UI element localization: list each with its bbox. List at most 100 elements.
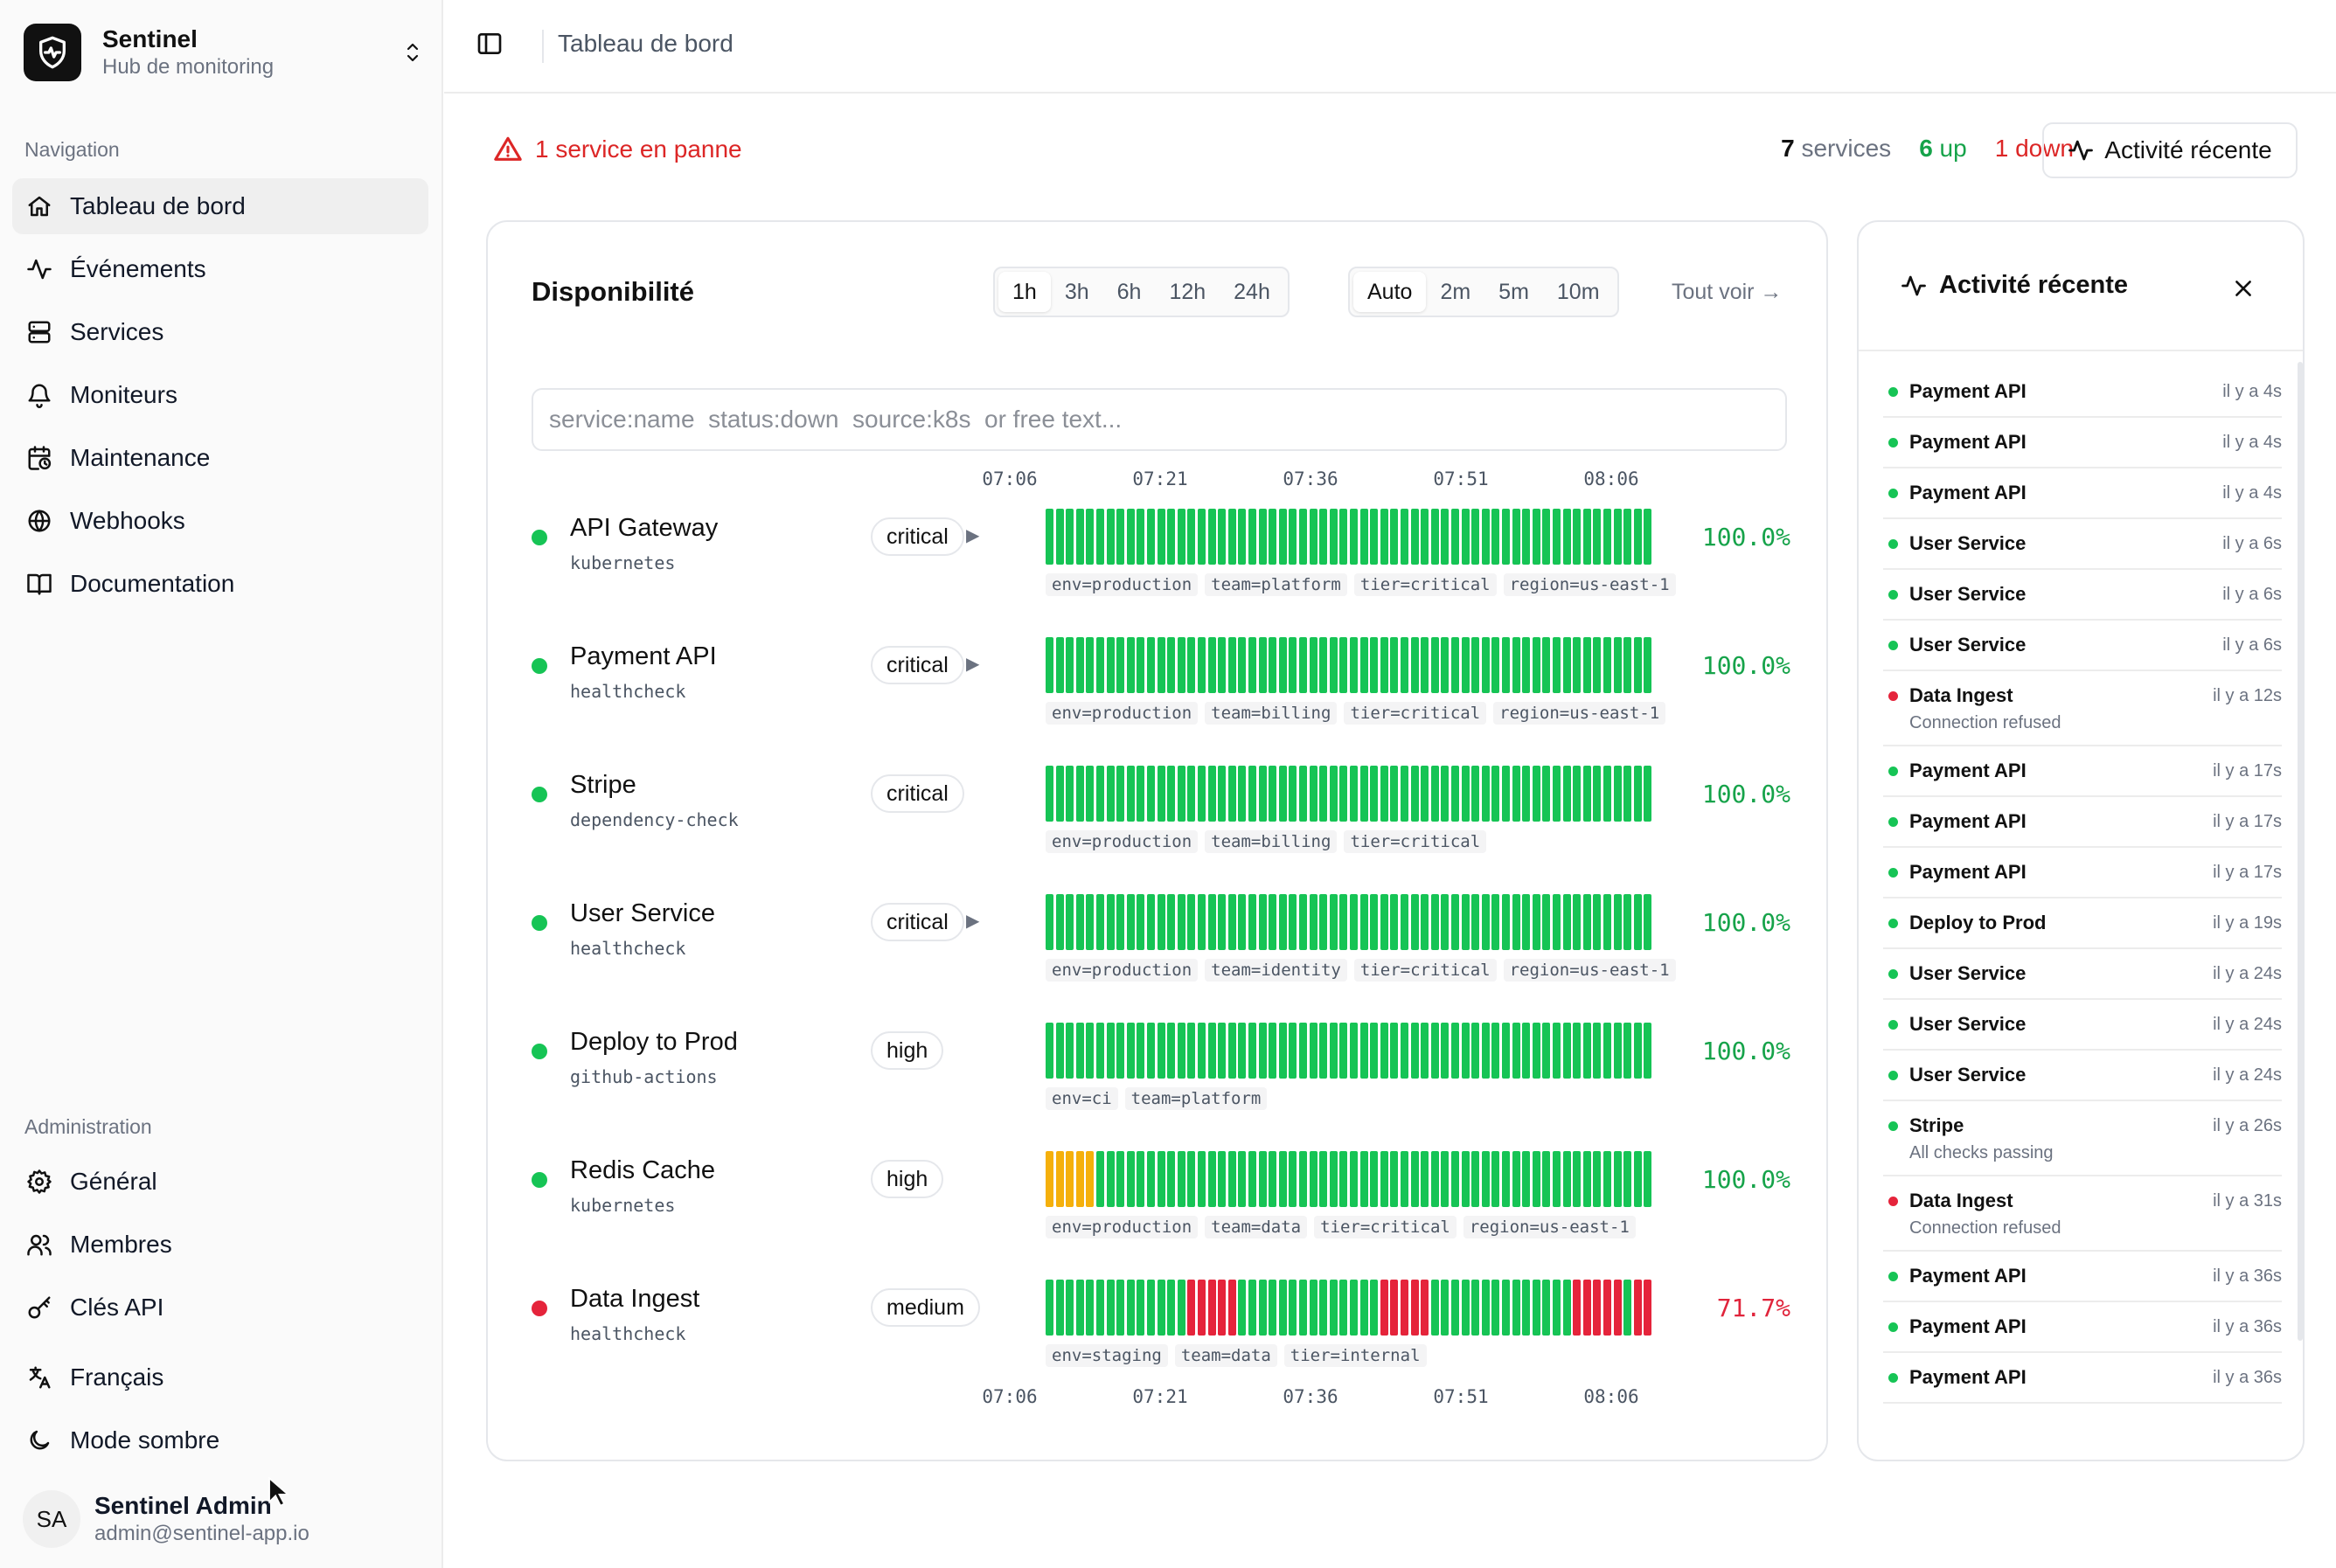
service-row[interactable]: Data Ingest healthcheck medium 71.7% env=sta…	[532, 1280, 1790, 1402]
uptime-bar[interactable]	[1269, 637, 1277, 693]
uptime-bar[interactable]	[1532, 509, 1540, 565]
uptime-bar[interactable]	[1350, 1151, 1358, 1207]
uptime-bar[interactable]	[1248, 1023, 1256, 1079]
uptime-bar[interactable]	[1603, 637, 1611, 693]
uptime-bar[interactable]	[1269, 1280, 1277, 1336]
uptime-bar[interactable]	[1106, 1151, 1115, 1207]
uptime-bar[interactable]	[1278, 766, 1287, 822]
uptime-bar[interactable]	[1289, 894, 1297, 950]
uptime-bar[interactable]	[1582, 509, 1591, 565]
uptime-bar[interactable]	[1421, 1280, 1429, 1336]
uptime-bar[interactable]	[1278, 894, 1287, 950]
uptime-bar[interactable]	[1522, 509, 1531, 565]
uptime-bar[interactable]	[1055, 637, 1064, 693]
uptime-bar[interactable]	[1269, 894, 1277, 950]
activity-item[interactable]: Payment API il y a 36s	[1883, 1302, 2282, 1353]
uptime-bar[interactable]	[1167, 1023, 1176, 1079]
uptime-bar[interactable]	[1248, 766, 1256, 822]
uptime-bar[interactable]	[1421, 637, 1429, 693]
uptime-bar[interactable]	[1096, 766, 1104, 822]
uptime-bar[interactable]	[1532, 1280, 1540, 1336]
uptime-bar[interactable]	[1299, 766, 1307, 822]
uptime-bar[interactable]	[1116, 1280, 1125, 1336]
sidebar-item-documentation[interactable]: Documentation	[12, 556, 428, 612]
uptime-bar[interactable]	[1644, 1151, 1652, 1207]
uptime-bar[interactable]	[1421, 1023, 1429, 1079]
uptime-bar[interactable]	[1086, 637, 1095, 693]
uptime-bar[interactable]	[1471, 1280, 1480, 1336]
uptime-bar[interactable]	[1401, 509, 1408, 565]
uptime-bar[interactable]	[1441, 1023, 1450, 1079]
activity-item[interactable]: Payment API il y a 4s	[1883, 367, 2282, 418]
service-row[interactable]: Payment API healthcheck critical ▶ 100.0% env…	[532, 637, 1790, 760]
uptime-bar[interactable]	[1461, 1151, 1470, 1207]
uptime-bar[interactable]	[1421, 894, 1429, 950]
uptime-bar[interactable]	[1319, 894, 1328, 950]
uptime-bar[interactable]	[1532, 637, 1540, 693]
uptime-bar[interactable]	[1593, 1151, 1602, 1207]
uptime-bar[interactable]	[1623, 1023, 1632, 1079]
uptime-bar[interactable]	[1623, 637, 1632, 693]
uptime-bar[interactable]	[1532, 1151, 1540, 1207]
uptime-bar[interactable]	[1339, 1023, 1348, 1079]
uptime-bar[interactable]	[1491, 766, 1500, 822]
uptime-bar[interactable]	[1126, 1151, 1135, 1207]
uptime-bar[interactable]	[1410, 509, 1419, 565]
activity-item[interactable]: Data Ingest il y a 12s Connection refused	[1883, 671, 2282, 746]
activity-item[interactable]: Deploy to Prod il y a 19s	[1883, 898, 2282, 949]
uptime-bar[interactable]	[1603, 894, 1611, 950]
uptime-bar[interactable]	[1582, 1280, 1591, 1336]
uptime-bar[interactable]	[1553, 894, 1561, 950]
uptime-bar[interactable]	[1512, 766, 1520, 822]
uptime-bar[interactable]	[1481, 894, 1490, 950]
expand-triangle-icon[interactable]: ▶	[966, 655, 980, 674]
uptime-bar[interactable]	[1359, 894, 1368, 950]
uptime-bar[interactable]	[1086, 894, 1095, 950]
uptime-bar[interactable]	[1502, 509, 1510, 565]
uptime-bar[interactable]	[1096, 1151, 1104, 1207]
refresh-2m[interactable]: 2m	[1440, 279, 1471, 304]
uptime-bar[interactable]	[1421, 766, 1429, 822]
uptime-bar[interactable]	[1562, 637, 1571, 693]
uptime-bar[interactable]	[1055, 1023, 1064, 1079]
uptime-bar[interactable]	[1491, 509, 1500, 565]
uptime-bar[interactable]	[1218, 1151, 1227, 1207]
uptime-bar[interactable]	[1198, 637, 1206, 693]
uptime-bar[interactable]	[1227, 1280, 1236, 1336]
uptime-bar[interactable]	[1096, 894, 1104, 950]
uptime-bar[interactable]	[1502, 766, 1510, 822]
uptime-bar[interactable]	[1542, 637, 1551, 693]
uptime-bar[interactable]	[1258, 894, 1267, 950]
uptime-bar[interactable]	[1137, 1280, 1145, 1336]
uptime-bar[interactable]	[1441, 509, 1450, 565]
uptime-bar[interactable]	[1299, 1280, 1307, 1336]
uptime-bar[interactable]	[1562, 1280, 1571, 1336]
uptime-bar[interactable]	[1451, 766, 1459, 822]
uptime-bar[interactable]	[1633, 766, 1642, 822]
uptime-bar[interactable]	[1187, 894, 1196, 950]
uptime-bar[interactable]	[1582, 766, 1591, 822]
uptime-bar[interactable]	[1309, 894, 1317, 950]
uptime-bar[interactable]	[1238, 509, 1247, 565]
uptime-bar[interactable]	[1603, 509, 1611, 565]
uptime-bar[interactable]	[1644, 1023, 1652, 1079]
uptime-bar[interactable]	[1430, 509, 1439, 565]
uptime-bar[interactable]	[1299, 1023, 1307, 1079]
uptime-bar[interactable]	[1157, 637, 1165, 693]
uptime-bar[interactable]	[1350, 894, 1358, 950]
uptime-bar[interactable]	[1177, 766, 1185, 822]
uptime-bar[interactable]	[1187, 509, 1196, 565]
uptime-bar[interactable]	[1299, 637, 1307, 693]
uptime-bar[interactable]	[1227, 1151, 1236, 1207]
uptime-bar[interactable]	[1451, 637, 1459, 693]
uptime-bar[interactable]	[1430, 894, 1439, 950]
uptime-bar[interactable]	[1380, 1151, 1388, 1207]
uptime-bar[interactable]	[1177, 1151, 1185, 1207]
uptime-bar[interactable]	[1461, 1280, 1470, 1336]
uptime-bar[interactable]	[1593, 509, 1602, 565]
uptime-bar[interactable]	[1542, 1023, 1551, 1079]
uptime-bar[interactable]	[1157, 1280, 1165, 1336]
uptime-bar[interactable]	[1269, 1151, 1277, 1207]
uptime-bar[interactable]	[1562, 894, 1571, 950]
uptime-bar[interactable]	[1430, 1023, 1439, 1079]
